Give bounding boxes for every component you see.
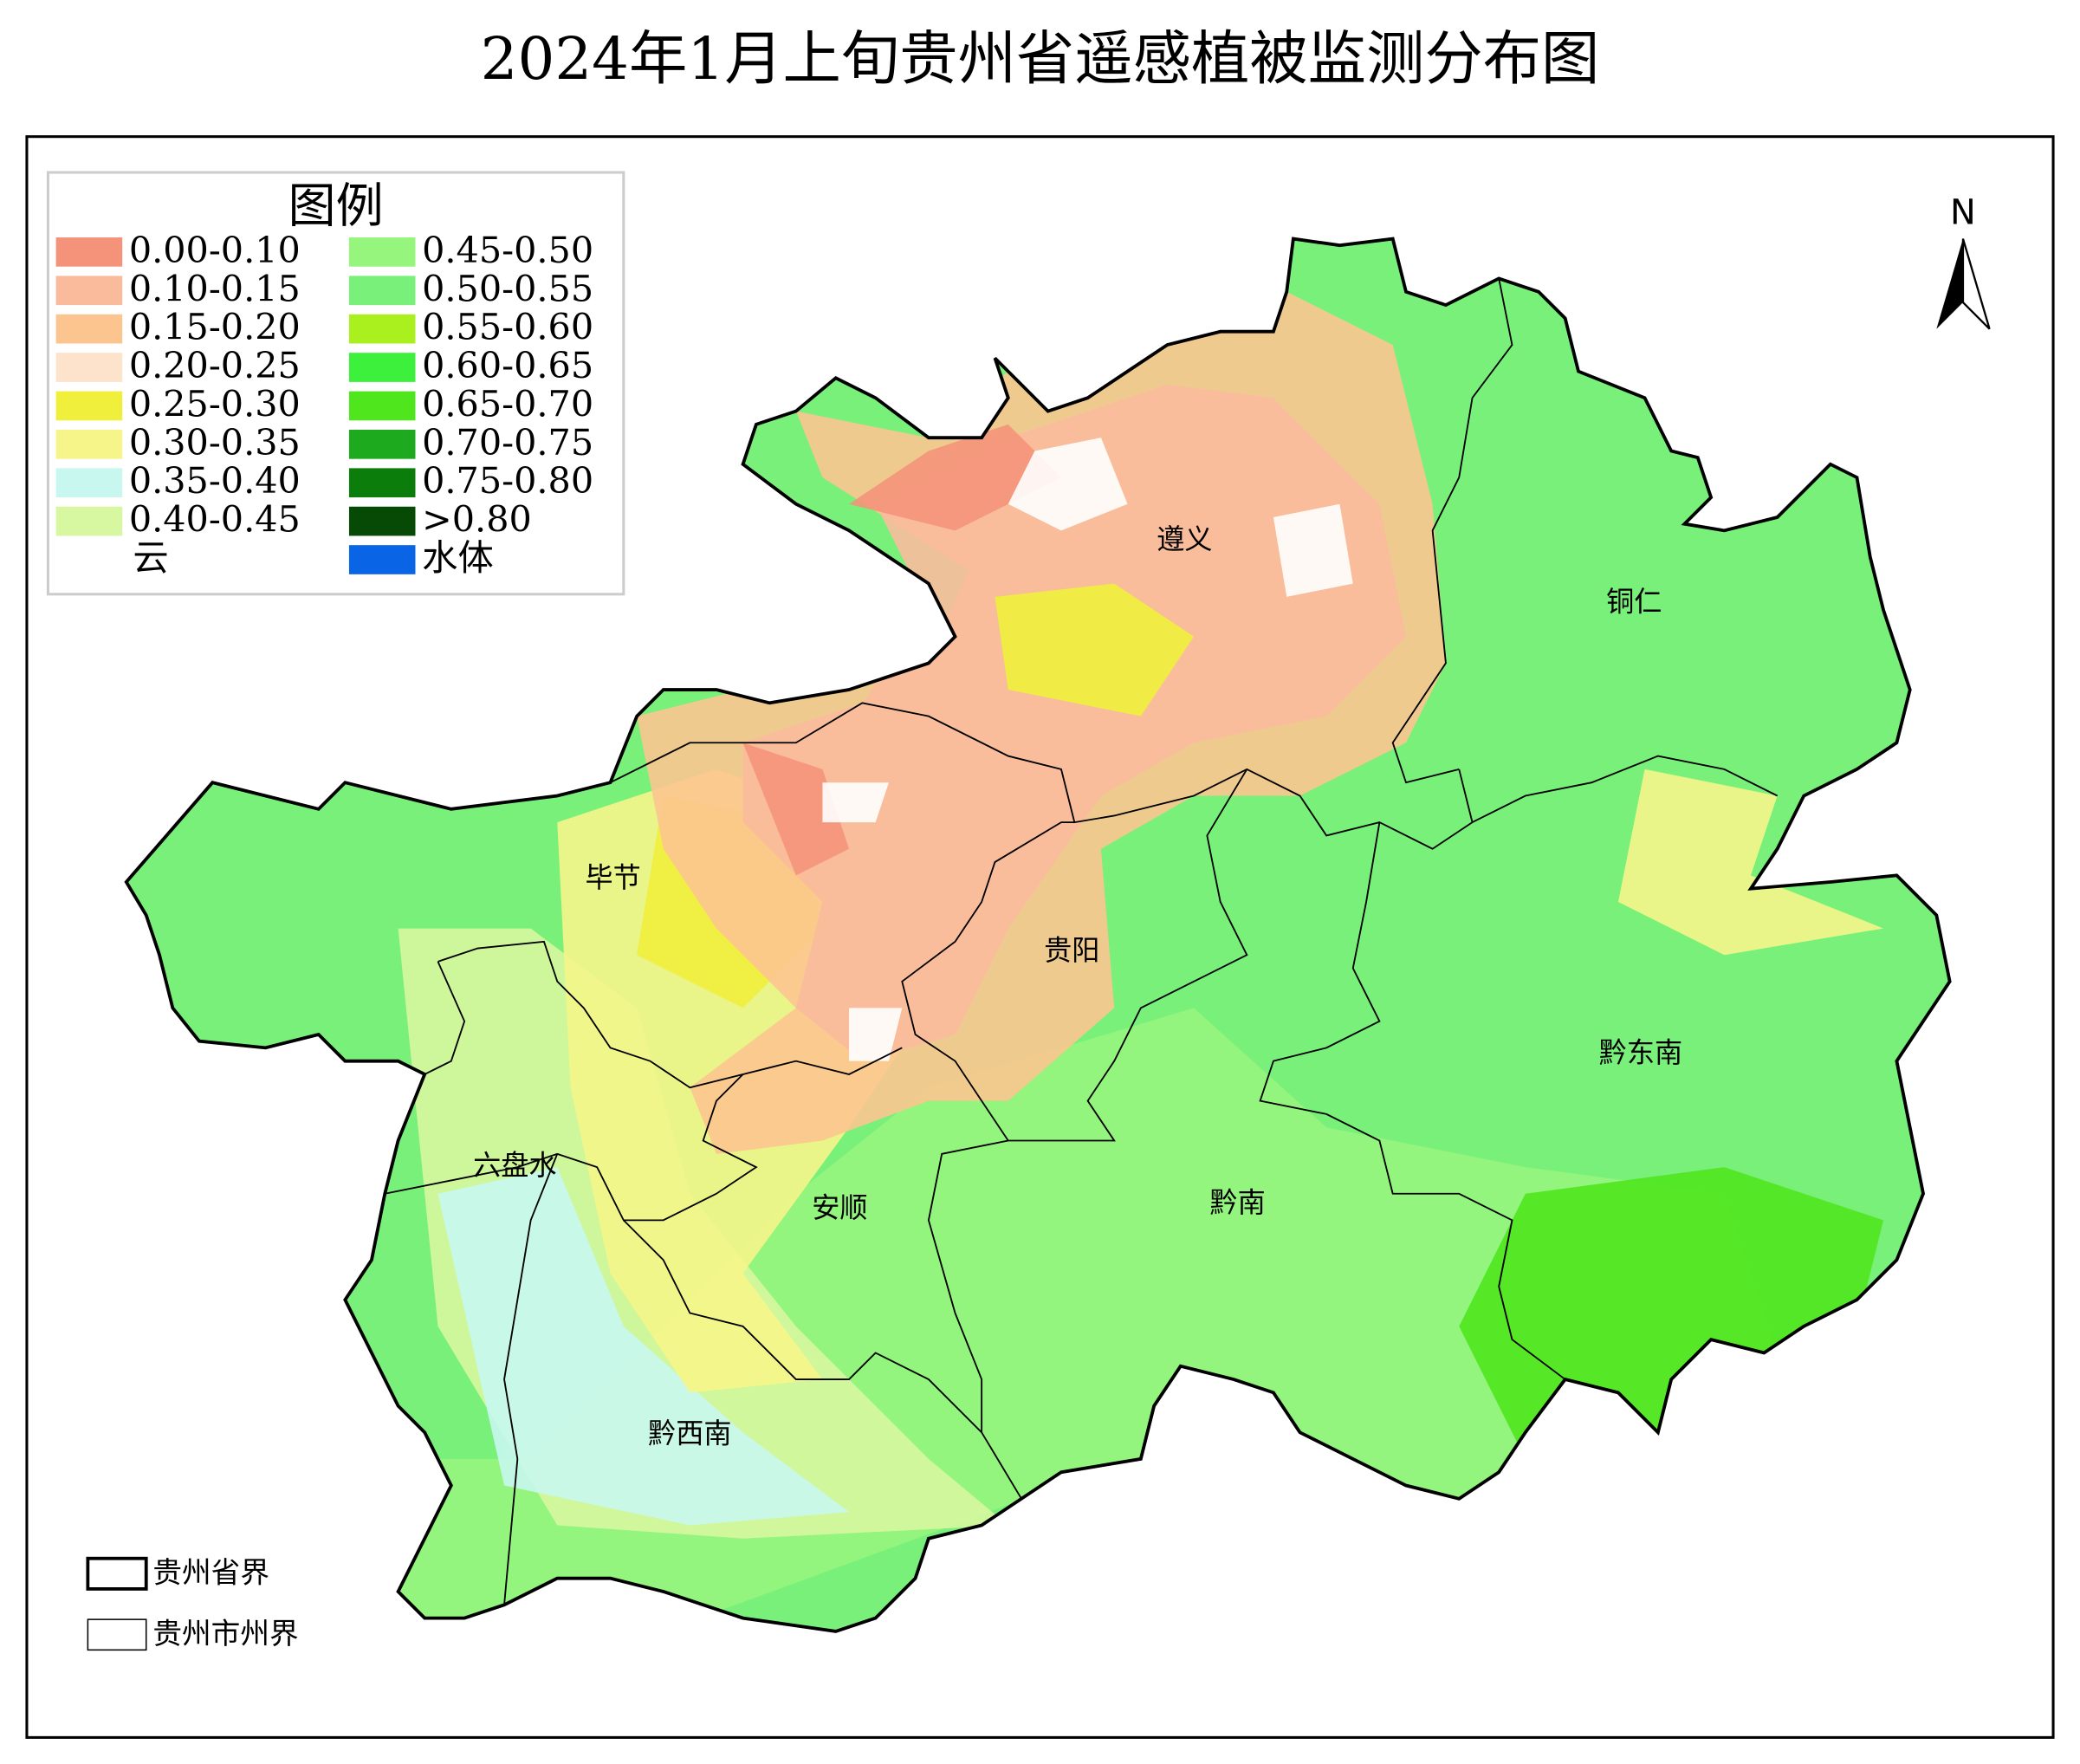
legend-swatch — [55, 429, 123, 459]
legend-label: 0.10-0.15 — [129, 268, 301, 309]
city-borders — [385, 278, 1779, 1605]
vegetation-zone — [742, 743, 850, 876]
legend-label: 云 — [133, 537, 168, 579]
legend-label: 水体 — [422, 537, 494, 579]
legend-swatch — [348, 314, 416, 344]
legend-label: >0.80 — [422, 499, 532, 541]
legend-label: 0.15-0.20 — [129, 307, 301, 348]
legend-title: 图例 — [288, 178, 384, 233]
city-label: 黔南 — [1209, 1186, 1265, 1219]
vegetation-zone — [1617, 769, 1884, 956]
legend-swatch — [55, 276, 123, 306]
vegetation-zone — [995, 583, 1195, 717]
city-label: 黔东南 — [1599, 1036, 1682, 1069]
city-label: 安顺 — [812, 1191, 867, 1224]
north-arrow: N — [1936, 192, 1991, 330]
legend-swatch — [348, 276, 416, 306]
legend-swatch — [348, 468, 416, 498]
map-title: 2024年1月上旬贵州省遥感植被监测分布图 — [481, 24, 1600, 93]
north-label: N — [1950, 192, 1976, 232]
vegetation-zone — [822, 782, 889, 823]
legend-swatch — [348, 237, 416, 267]
vegetation-map — [126, 238, 1950, 1631]
legend-label: 0.60-0.65 — [422, 345, 593, 386]
legend-box — [46, 171, 625, 596]
legend-label: 0.70-0.75 — [422, 422, 593, 464]
legend-swatch — [55, 314, 123, 344]
city-label: 黔西南 — [648, 1417, 731, 1449]
legend-swatch — [348, 353, 416, 382]
city-label: 六盘水 — [473, 1149, 556, 1182]
vegetation-zone — [1008, 438, 1128, 531]
boundary-swatch — [86, 1556, 148, 1591]
legend-label: 0.20-0.25 — [129, 345, 301, 386]
boundary-label: 贵州市州界 — [152, 1617, 298, 1651]
vegetation-zone — [1273, 503, 1353, 597]
city-label: 遵义 — [1157, 523, 1212, 556]
legend-swatch — [348, 506, 416, 536]
vegetation-zone — [849, 1008, 903, 1061]
boundary-label: 贵州省界 — [152, 1556, 269, 1590]
north-arrow-left — [1936, 238, 1963, 329]
legend-swatch — [55, 237, 123, 267]
legend-swatch — [348, 545, 416, 574]
legend-swatch — [55, 506, 123, 536]
city-label: 贵阳 — [1044, 934, 1099, 967]
legend-swatch — [348, 391, 416, 421]
legend-swatch — [55, 468, 123, 498]
legend-swatch — [348, 429, 416, 459]
legend-swatch — [55, 391, 123, 421]
legend-label: 0.55-0.60 — [422, 307, 593, 348]
legend-label: 0.45-0.50 — [422, 230, 593, 271]
legend-label: 0.00-0.10 — [129, 230, 301, 271]
legend: 图例 0.00-0.100.10-0.150.15-0.200.20-0.250… — [46, 171, 625, 596]
legend-swatch — [55, 353, 123, 382]
legend-label: 0.25-0.30 — [129, 383, 301, 425]
vegetation-zone — [437, 1167, 850, 1526]
legend-label: 0.50-0.55 — [422, 268, 593, 309]
vegetation-zone — [742, 384, 1407, 1061]
city-label: 铜仁 — [1606, 586, 1662, 619]
legend-label: 0.65-0.70 — [422, 383, 593, 425]
vegetation-zone — [1459, 1167, 1884, 1459]
legend-swatch — [55, 545, 123, 574]
map-frame — [25, 135, 2055, 1739]
north-arrow-right — [1961, 238, 1991, 330]
legend-label: 0.40-0.45 — [129, 499, 301, 541]
boundary-swatch — [87, 1618, 147, 1651]
legend-label: 0.30-0.35 — [129, 422, 301, 464]
legend-label: 0.35-0.40 — [129, 460, 301, 502]
legend-label: 0.75-0.80 — [422, 460, 593, 502]
city-label: 毕节 — [585, 861, 640, 894]
